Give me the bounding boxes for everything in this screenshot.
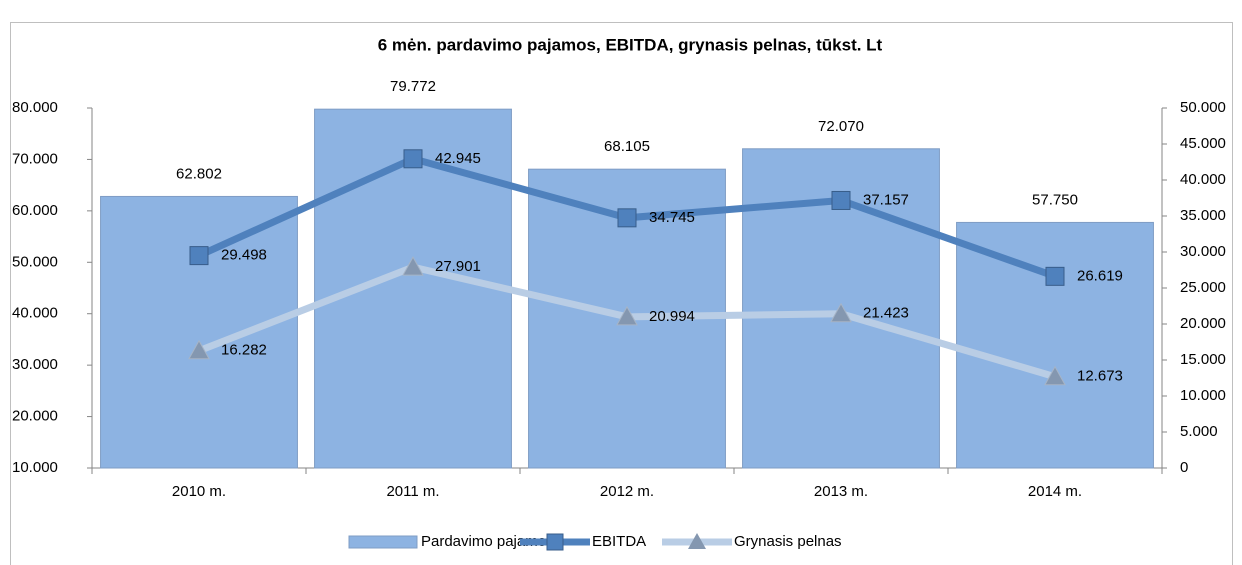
marker — [616, 305, 638, 326]
line-value-label: 16.282 — [221, 342, 267, 359]
line-value-label: 26.619 — [1077, 267, 1123, 284]
line-value-label: 29.498 — [221, 247, 267, 264]
y-tick-label: 50.000 — [12, 253, 58, 270]
marker — [1044, 365, 1066, 386]
y2-tick-label: 45.000 — [1180, 135, 1226, 152]
legend-swatch — [348, 535, 418, 549]
chart-title: 6 mėn. pardavimo pajamos, EBITDA, grynas… — [378, 35, 883, 54]
marker — [830, 302, 852, 323]
legend-label: Grynasis pelnas — [734, 533, 842, 550]
y2-tick-label: 5.000 — [1180, 423, 1218, 440]
y-tick-label: 60.000 — [12, 202, 58, 219]
y2-tick-label: 15.000 — [1180, 351, 1226, 368]
marker — [831, 190, 851, 210]
x-tick-label: 2010 m. — [172, 483, 226, 500]
legend-label: EBITDA — [592, 533, 646, 550]
bar-value-label: 68.105 — [604, 138, 650, 155]
marker — [1045, 266, 1065, 286]
line-value-label: 34.745 — [649, 209, 695, 226]
bar-value-label: 57.750 — [1032, 191, 1078, 208]
y2-tick-label: 25.000 — [1180, 279, 1226, 296]
bar-value-label: 72.070 — [818, 118, 864, 135]
y-tick-label: 10.000 — [12, 459, 58, 476]
y-tick-label: 20.000 — [12, 408, 58, 425]
x-tick-label: 2012 m. — [600, 483, 654, 500]
y-tick-label: 80.000 — [12, 99, 58, 116]
y2-tick-label: 0 — [1180, 459, 1188, 476]
y2-tick-label: 10.000 — [1180, 387, 1226, 404]
legend-label: Pardavimo pajamos — [421, 533, 554, 550]
y-tick-label: 30.000 — [12, 356, 58, 373]
marker — [189, 246, 209, 266]
y2-tick-label: 40.000 — [1180, 171, 1226, 188]
marker — [188, 339, 210, 360]
marker — [617, 208, 637, 228]
line-value-label: 42.945 — [435, 150, 481, 167]
y-tick-label: 70.000 — [12, 150, 58, 167]
y2-tick-label: 20.000 — [1180, 315, 1226, 332]
line-value-label: 37.157 — [863, 191, 909, 208]
x-tick-label: 2014 m. — [1028, 483, 1082, 500]
line-value-label: 12.673 — [1077, 368, 1123, 385]
legend-marker — [546, 533, 564, 551]
bar — [100, 195, 298, 469]
bar — [314, 108, 512, 469]
line-value-label: 21.423 — [863, 305, 909, 322]
marker — [403, 149, 423, 169]
legend-marker — [688, 533, 706, 549]
y2-tick-label: 50.000 — [1180, 99, 1226, 116]
marker — [402, 256, 424, 276]
line-value-label: 27.901 — [435, 258, 481, 275]
bar — [956, 221, 1154, 469]
y2-tick-label: 35.000 — [1180, 207, 1226, 224]
x-tick-label: 2011 m. — [386, 483, 439, 500]
y2-tick-label: 30.000 — [1180, 243, 1226, 260]
line-value-label: 20.994 — [649, 308, 695, 325]
x-tick-label: 2013 m. — [814, 483, 868, 500]
y-tick-label: 40.000 — [12, 305, 58, 322]
bar-value-label: 79.772 — [390, 78, 436, 95]
bar-value-label: 62.802 — [176, 165, 222, 182]
